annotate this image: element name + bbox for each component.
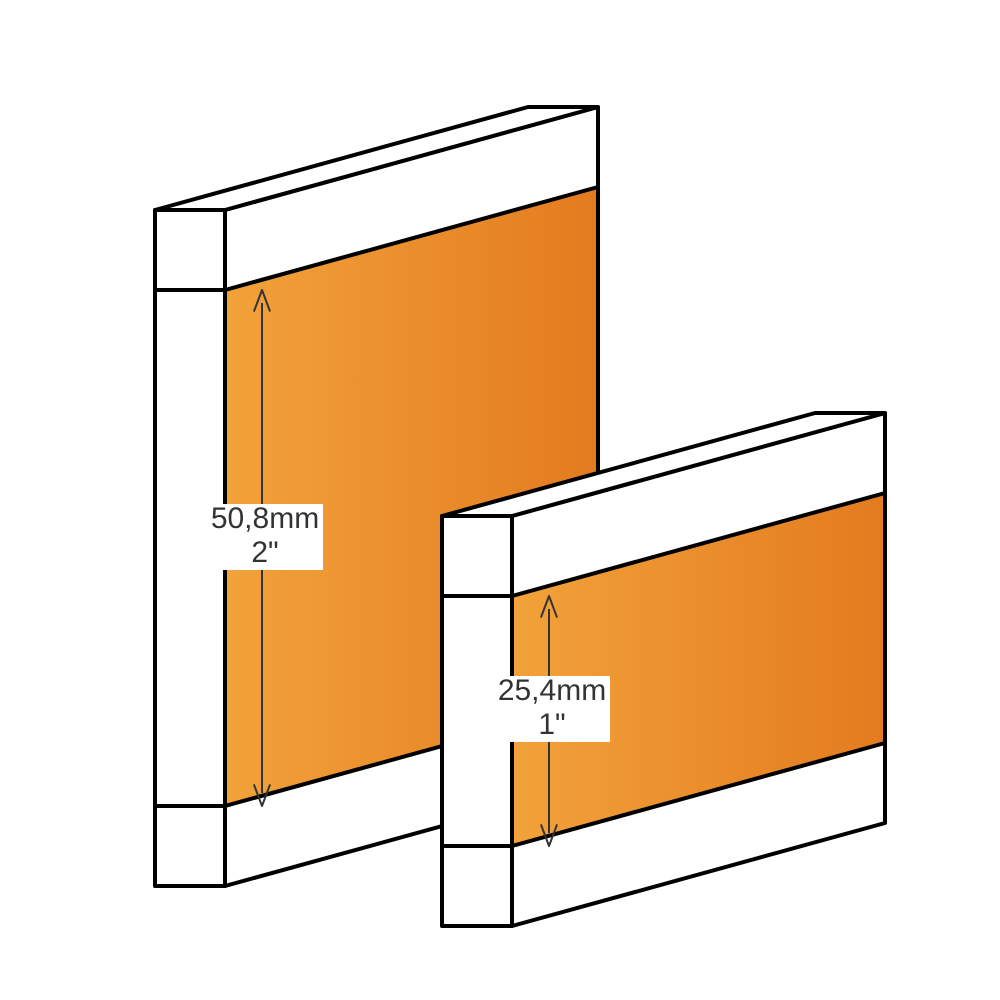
tall-board-label-in: 2" — [251, 536, 278, 569]
short-board-label-mm: 25,4mm — [498, 674, 606, 707]
short-board-label-in: 1" — [538, 708, 565, 741]
dimension-diagram: 50,8mm2" 25,4mm1" — [0, 0, 1000, 1000]
tall-board-label-mm: 50,8mm — [211, 502, 319, 535]
